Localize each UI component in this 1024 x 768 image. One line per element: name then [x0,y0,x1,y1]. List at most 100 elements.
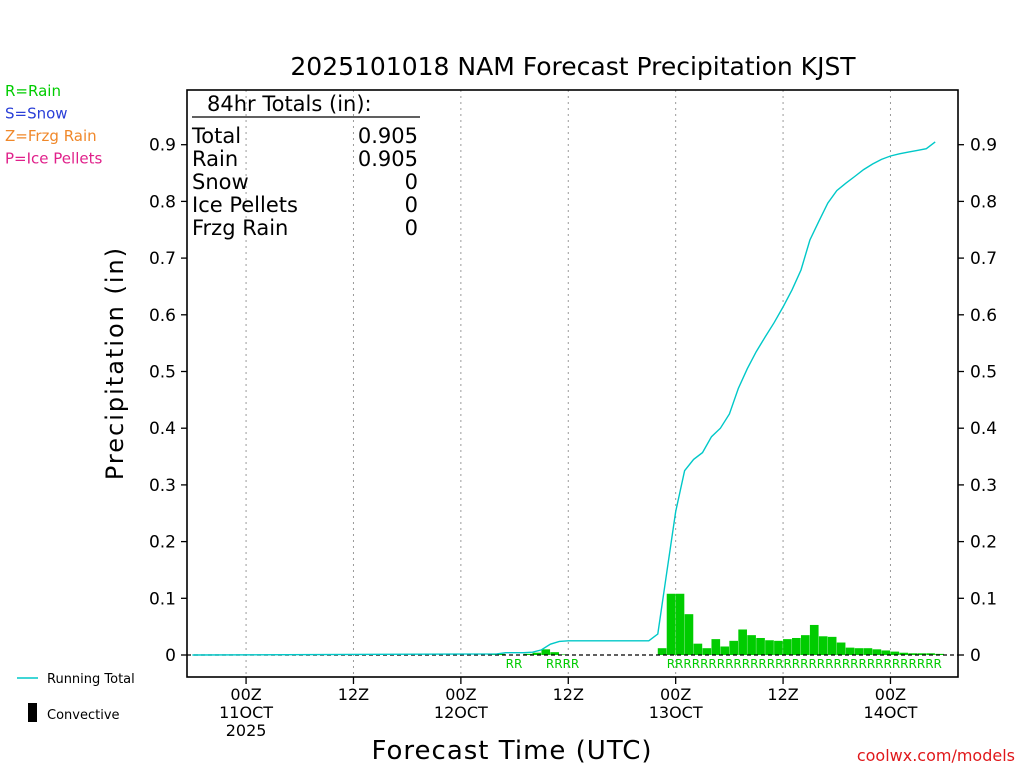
ytick-label-right-2: 0.2 [970,533,997,553]
precip-bar-25 [711,639,721,655]
precip-bar-19 [657,648,667,655]
xtick-label-4-0: 00Z [660,685,691,704]
ytick-label-right-6: 0.6 [970,306,997,326]
precip-bar-33 [783,639,792,655]
precip-bar-8 [559,654,568,655]
precip-bar-21 [675,593,685,655]
xtick-label-1-0: 12Z [338,685,369,704]
ytick-label-left-4: 0.4 [149,419,176,439]
grid-lines [245,90,891,677]
xtick-label-0-0: 00Z [230,685,261,704]
xtick-label-2-0: 00Z [445,685,476,704]
ytick-label-right-4: 0.4 [970,419,997,439]
running-total-legend-label: Running Total [47,672,135,687]
precip-bar-44 [881,650,891,655]
precip-bars [487,593,944,655]
precip-bar-24 [702,648,712,655]
ytick-label-right-1: 0.1 [970,589,997,609]
snow-label: Snow [192,170,249,194]
rain-value: 0.905 [358,147,418,171]
xtick-label-6-1: 14OCT [864,703,918,722]
precip-bar-28 [738,629,747,655]
precip-bar-5 [532,652,542,655]
frzg-rain-label: Frzg Rain [192,216,288,240]
precip-bar-41 [854,648,864,655]
precip-bar-29 [747,635,756,655]
precip-bar-36 [809,624,819,655]
total-label: Total [191,124,241,148]
running-total-line [192,141,936,656]
precip-bar-7 [550,652,560,655]
xtick-label-0-2: 2025 [226,721,267,740]
precip-bar-22 [684,614,694,655]
precip-bar-49 [926,653,935,655]
xtick-label-2-1: 12OCT [434,703,488,722]
frzg-rain-value: 0 [405,216,418,240]
precip-bar-30 [756,637,765,655]
ytick-label-left-9: 0.9 [149,136,176,156]
precip-bar-37 [818,636,828,655]
precip-bar-42 [863,648,873,655]
series-legend: Running Total Convective [17,672,135,723]
precip-bar-34 [792,637,801,655]
totals-header: 84hr Totals (in): [207,92,372,116]
precip-bar-47 [908,653,918,655]
credit-text: coolwx.com/models [857,746,1015,765]
ptype-mark-0: RR [506,657,523,671]
ptype-legend-item-3: P=Ice Pellets [5,150,102,168]
ice-pellets-label: Ice Pellets [192,193,298,217]
ptype-marks: RR RRRR RRRRRRRRRRRRRRRRRRRRRRRRRRRRRRRRR [506,657,942,671]
ptype-mark-1: RRRR [546,657,579,671]
precip-bar-4 [523,653,533,655]
convective-legend-swatch [28,703,37,722]
ytick-label-right-8: 0.8 [970,192,997,212]
precip-bar-43 [872,649,882,655]
precip-bar-31 [765,640,774,655]
snow-value: 0 [405,170,418,194]
precip-bar-6 [541,649,551,655]
precip-bar-48 [917,653,926,655]
precip-bar-26 [720,646,730,655]
ytick-label-left-7: 0.7 [149,249,176,269]
ptype-legend-item-2: Z=Frzg Rain [5,127,97,145]
ytick-label-left-0: 0 [165,646,176,666]
precip-bar-32 [774,640,783,655]
ptype-legend: R=Rain S=Snow Z=Frzg Rain P=Ice Pellets [5,82,102,168]
precip-bar-20 [666,593,676,655]
plot-frame [186,89,959,678]
precip-bar-45 [890,651,900,655]
precip-bar-46 [899,652,909,655]
ytick-label-right-9: 0.9 [970,136,997,156]
precip-bar-1 [496,653,506,655]
xtick-label-0-1: 11OCT [219,703,273,722]
ytick-label-right-3: 0.3 [970,476,997,496]
ytick-label-left-1: 0.1 [149,589,176,609]
ytick-label-right-0: 0 [970,646,981,666]
y-axis-label: Precipitation (in) [101,246,129,480]
ytick-label-right-7: 0.7 [970,249,997,269]
xtick-label-5-0: 12Z [767,685,798,704]
ytick-label-right-5: 0.5 [970,363,997,383]
x-axis-label: Forecast Time (UTC) [371,736,652,766]
totals-box: 84hr Totals (in): Total 0.905 Rain 0.905… [191,92,420,240]
precip-bar-38 [827,636,837,655]
chart-title: 2025101018 NAM Forecast Precipitation KJ… [290,52,856,81]
ytick-label-left-8: 0.8 [149,192,176,212]
xtick-label-3-0: 12Z [553,685,584,704]
ytick-label-left-3: 0.3 [149,476,176,496]
precip-bar-40 [845,647,855,655]
ptype-legend-item-0: R=Rain [5,82,61,100]
total-value: 0.905 [358,124,418,148]
y-axis: 0 0 0.1 0.1 0.2 0.2 0.3 0.3 0.4 0.4 0.5 0.5 0.6 0.6 0.… [149,136,997,666]
ytick-label-left-6: 0.6 [149,306,176,326]
ytick-label-left-5: 0.5 [149,363,176,383]
convective-legend-label: Convective [47,708,120,723]
precip-bar-23 [693,643,703,655]
precip-bar-27 [729,640,739,655]
ytick-label-left-2: 0.2 [149,533,176,553]
precip-bar-39 [836,642,846,655]
rain-label: Rain [192,147,238,171]
precip-bar-35 [800,635,810,655]
